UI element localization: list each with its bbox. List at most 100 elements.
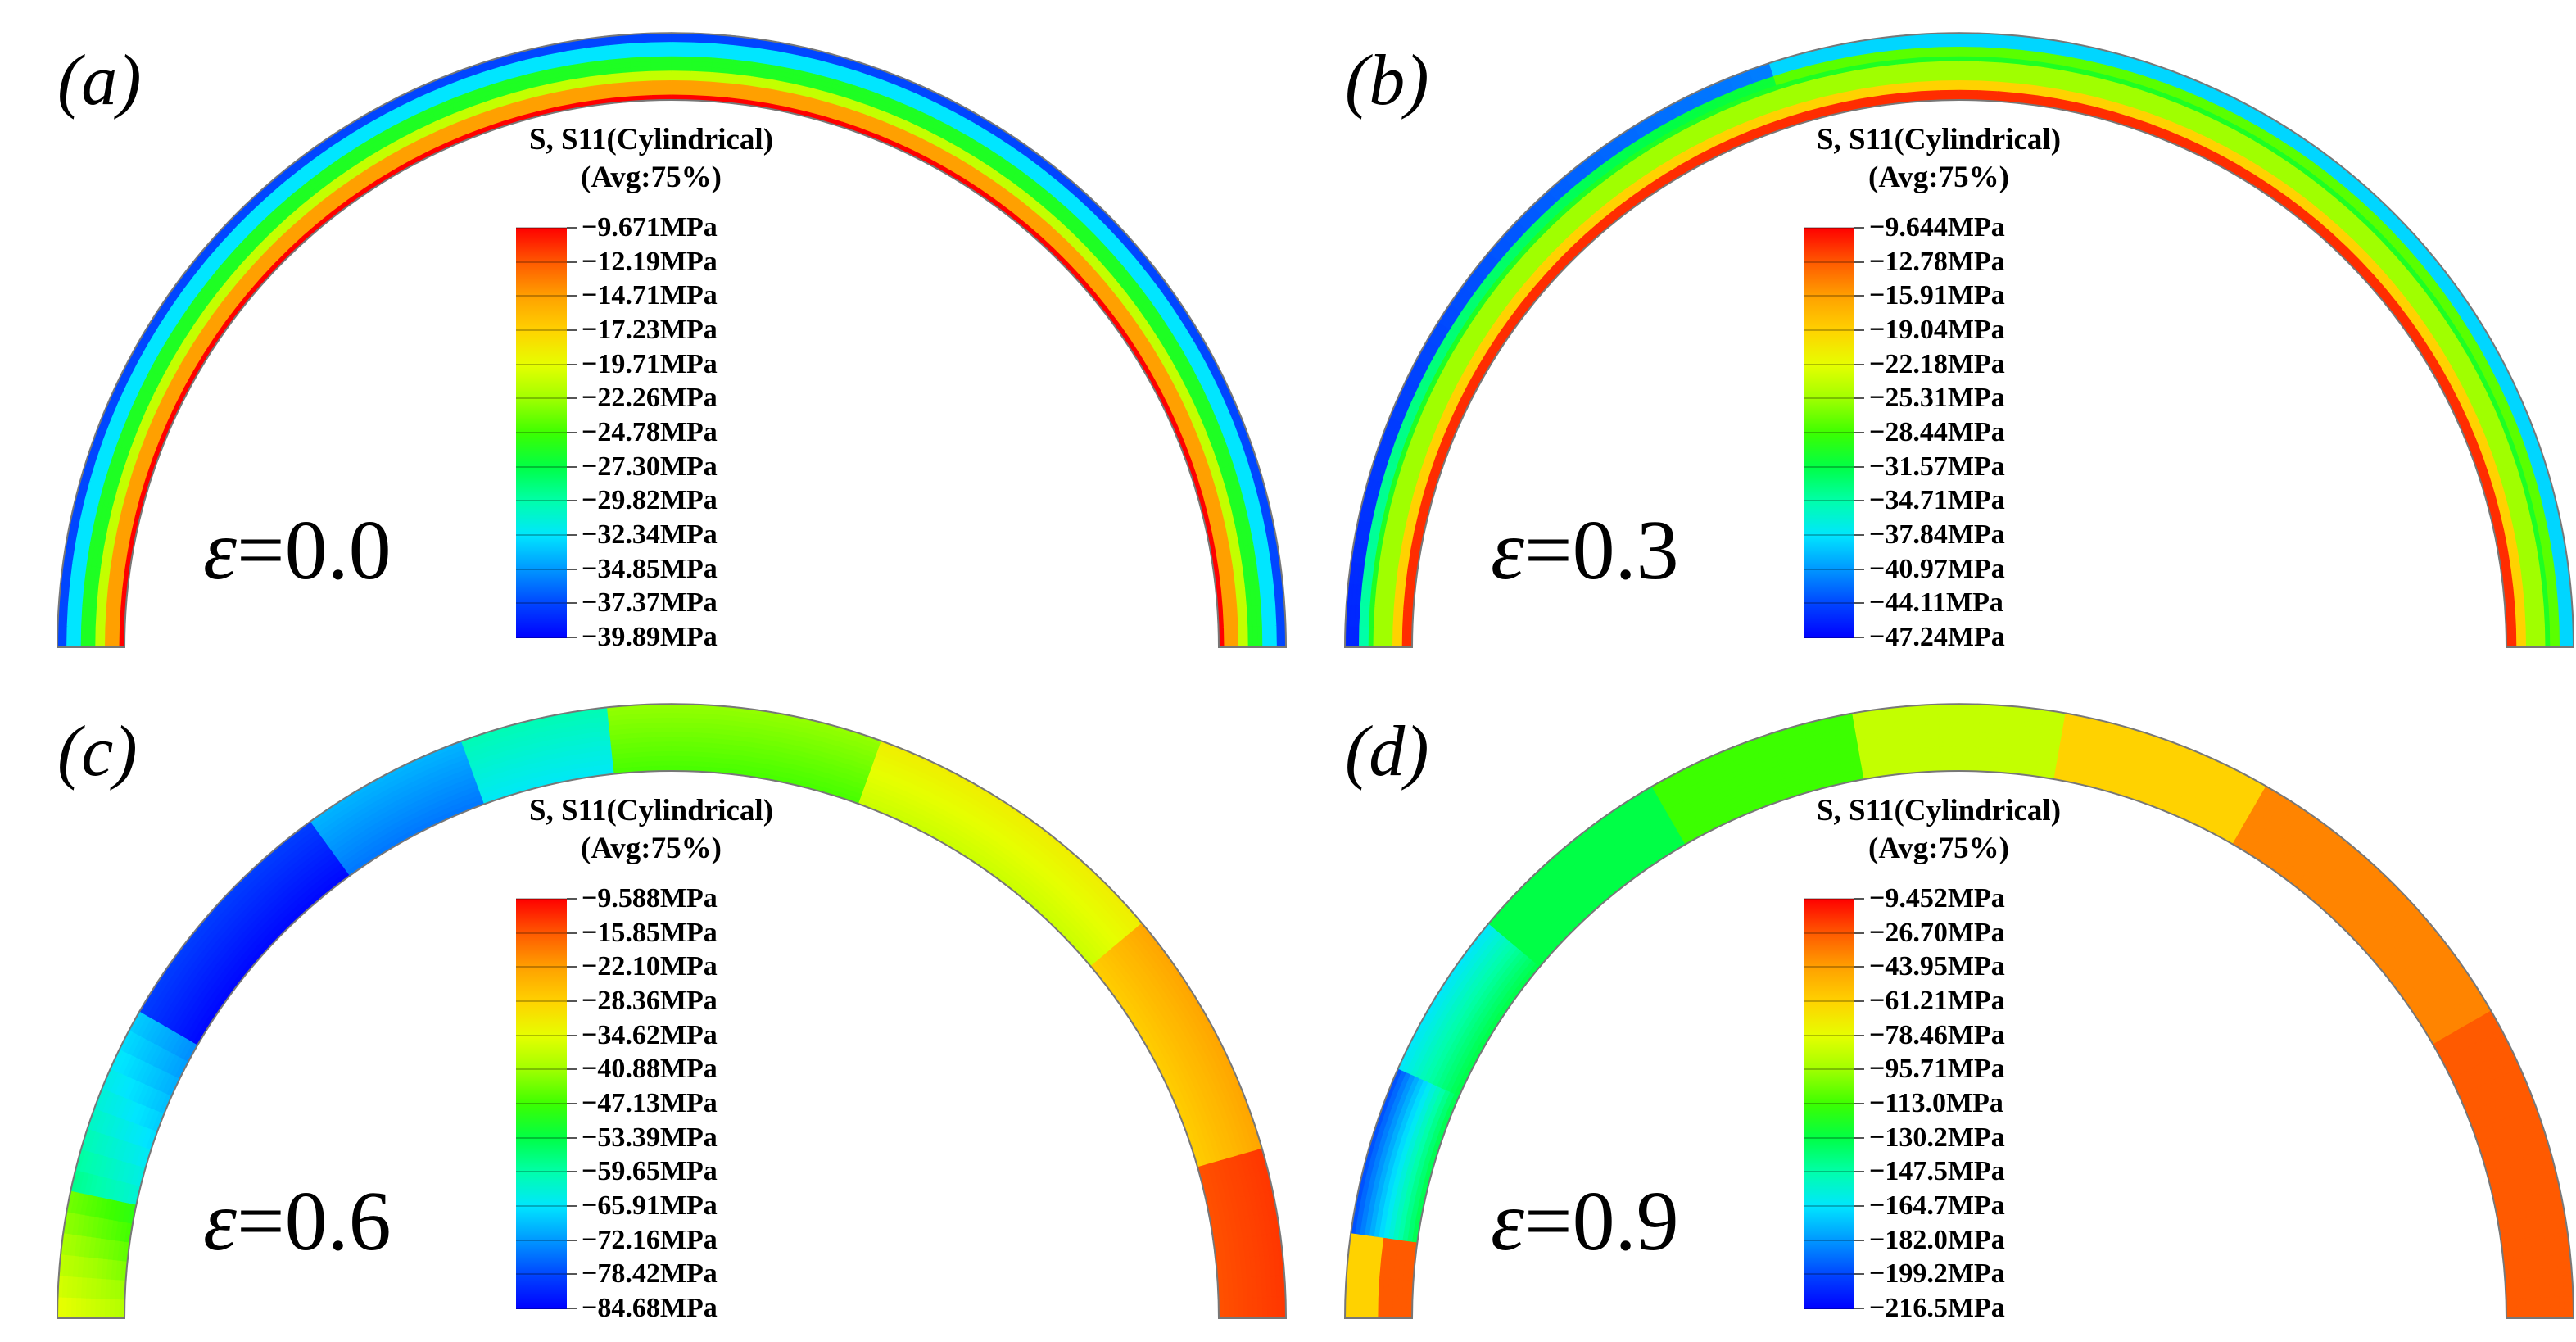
colorbar-band xyxy=(1804,296,1854,331)
colorbar-tick xyxy=(1854,432,1864,433)
legend-title-averaging: (Avg:75%) xyxy=(1868,161,2009,195)
contour-cell xyxy=(1261,1296,1268,1319)
colorbar-separator xyxy=(1804,261,1854,263)
colorbar-separator xyxy=(516,261,567,263)
colorbar-band xyxy=(1804,398,1854,433)
contour-cell xyxy=(1397,627,1404,648)
contour-cell xyxy=(1937,713,1960,719)
contour-cell xyxy=(2538,626,2546,648)
colorbar-band xyxy=(1804,330,1854,365)
colorbar-tick-label: −47.24MPa xyxy=(1869,622,2005,652)
colorbar-tick xyxy=(1854,295,1864,297)
colorbar-tick xyxy=(1854,500,1864,502)
colorbar-tick-label: −84.68MPa xyxy=(582,1293,718,1323)
contour-cell xyxy=(66,1296,73,1319)
colorbar-band xyxy=(516,433,567,468)
colorbar-tick-label: −15.91MPa xyxy=(1869,280,2005,311)
contour-cell xyxy=(1363,625,1370,648)
colorbar-tick xyxy=(567,1171,577,1173)
panel-d: (d) ε=0.9 S, S11(Cylindrical) (Avg:75%) −9.4… xyxy=(1288,671,2575,1342)
contour-cell xyxy=(1227,627,1234,648)
colorbar-tick-label: −39.89MPa xyxy=(582,622,718,652)
colorbar-tick-label: −47.13MPa xyxy=(582,1088,718,1118)
colorbar-band xyxy=(516,1001,567,1036)
colorbar-separator xyxy=(516,363,567,365)
colorbar-separator xyxy=(516,227,567,229)
contour-cell xyxy=(1958,722,1981,729)
colorbar-tick-label: −9.644MPa xyxy=(1869,212,2005,243)
colorbar-separator xyxy=(516,1034,567,1036)
colorbar-tick-label: −34.85MPa xyxy=(582,553,718,584)
epsilon-symbol: ε xyxy=(203,503,237,597)
colorbar-tick xyxy=(567,465,577,468)
colorbar-tick xyxy=(567,1308,577,1309)
colorbar-band xyxy=(516,364,567,400)
colorbar-separator xyxy=(1804,432,1854,433)
colorbar-band xyxy=(516,535,567,570)
colorbar-band xyxy=(1804,228,1854,263)
contour-cell xyxy=(85,1297,93,1319)
contour-cell xyxy=(650,737,672,743)
contour-cell xyxy=(1227,1298,1234,1319)
colorbar-separator xyxy=(516,932,567,934)
colorbar-band xyxy=(516,1206,567,1241)
colorbar-separator xyxy=(1804,227,1854,229)
contour-cell xyxy=(650,66,672,72)
contour-cell xyxy=(1958,755,1980,763)
colorbar-tick-label: −25.31MPa xyxy=(1869,383,2005,414)
legend-title-variable: S, S11(Cylindrical) xyxy=(1816,123,2062,156)
contour-cell xyxy=(1938,732,1960,739)
colorbar-band xyxy=(516,932,567,968)
contour-cell xyxy=(671,713,694,719)
colorbar-tick xyxy=(567,1000,577,1002)
contour-cell xyxy=(650,732,672,739)
panel-a: (a) ε=0.0 S, S11(Cylindrical) (Avg:75%) −9.6… xyxy=(0,0,1288,671)
colorbar-tick xyxy=(567,1273,577,1276)
colorbar-band xyxy=(516,1240,567,1276)
colorbar-tick-label: −65.91MPa xyxy=(582,1190,718,1221)
colorbar-tick-label: −31.57MPa xyxy=(1869,451,2005,482)
panel-label: (a) xyxy=(57,41,142,120)
colorbar-tick-label: −37.84MPa xyxy=(1869,519,2005,550)
colorbar-tick xyxy=(567,363,577,365)
colorbar-separator xyxy=(516,432,567,433)
contour-cell xyxy=(1397,1298,1404,1319)
colorbar-tick-label: −15.85MPa xyxy=(582,917,718,948)
legend-title-variable: S, S11(Cylindrical) xyxy=(528,123,774,156)
contour-cell xyxy=(1939,746,1960,753)
colorbar-band xyxy=(516,501,567,536)
contour-cell xyxy=(90,1297,97,1319)
colorbar-separator xyxy=(1804,363,1854,365)
colorbar-tick xyxy=(567,637,577,638)
contour-cell xyxy=(1388,627,1394,648)
legend-title: S, S11(Cylindrical) (Avg:75%) xyxy=(459,121,844,197)
epsilon-value: =0.0 xyxy=(236,503,392,597)
contour-cell xyxy=(671,722,694,729)
colorbar-band xyxy=(1804,569,1854,605)
colorbar-tick xyxy=(567,397,577,400)
colorbar-band xyxy=(516,603,567,638)
colorbar-band xyxy=(1804,433,1854,468)
stress-contour-ring xyxy=(56,32,1288,648)
epsilon-value: =0.3 xyxy=(1523,503,1679,597)
contour-cell xyxy=(1937,51,1960,58)
epsilon-symbol: ε xyxy=(1491,503,1524,597)
contour-cell xyxy=(2548,625,2556,648)
colorbar-tick-label: −32.34MPa xyxy=(582,519,718,550)
colorbar-tick-label: −12.19MPa xyxy=(582,246,718,277)
contour-cell xyxy=(1958,61,1981,68)
colorbar-tick xyxy=(567,1103,577,1104)
ring-outline xyxy=(1343,32,2575,648)
contour-cell xyxy=(651,84,672,92)
contour-cell xyxy=(650,713,672,719)
colorbar-separator xyxy=(516,500,567,502)
colorbar-tick-label: −29.82MPa xyxy=(582,485,718,516)
colorbar-band xyxy=(516,1172,567,1207)
colorbar-separator xyxy=(516,1103,567,1104)
contour-cell xyxy=(671,42,694,48)
colorbar-tick-label: −22.10MPa xyxy=(582,951,718,982)
colorbar-tick xyxy=(567,295,577,297)
colorbar-band xyxy=(516,1137,567,1173)
eccentricity-label: ε=0.3 xyxy=(1491,508,1679,593)
